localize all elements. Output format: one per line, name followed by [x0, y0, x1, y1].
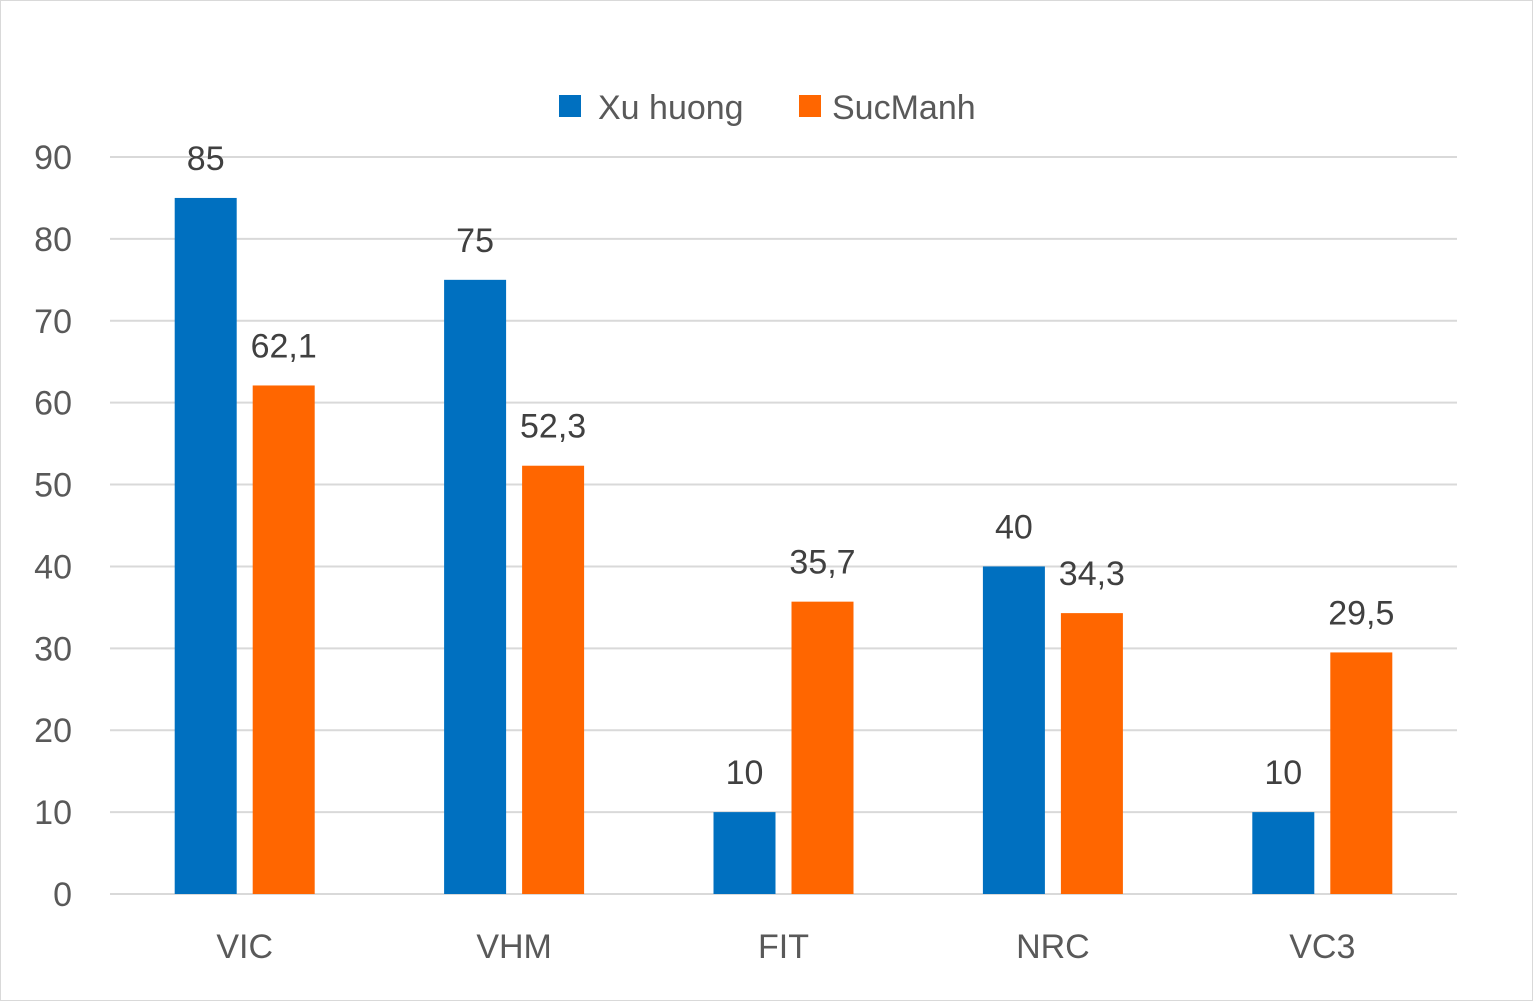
gridlines [110, 156, 1457, 895]
bar-xu-huong-nrc [982, 566, 1045, 894]
data-label-sucmanh-nrc: 34,3 [1059, 555, 1125, 593]
bar-sucmanh-fit [791, 601, 854, 894]
legend-swatch-xu-huong [559, 95, 581, 117]
bar-xu-huong-vhm [444, 279, 507, 894]
data-label-xu-huong-nrc: 40 [995, 508, 1033, 546]
x-tick-label-vc3: VC3 [1289, 928, 1355, 966]
y-tick-label-30: 30 [34, 630, 72, 668]
y-tick-label-20: 20 [34, 712, 72, 750]
y-tick-label-70: 70 [34, 303, 72, 341]
y-tick-label-0: 0 [53, 876, 72, 914]
bar-xu-huong-fit [713, 812, 776, 894]
data-label-sucmanh-vhm: 52,3 [520, 408, 586, 446]
data-label-xu-huong-vc3: 10 [1264, 754, 1302, 792]
data-label-xu-huong-fit: 10 [726, 754, 764, 792]
bar-sucmanh-vic [252, 385, 315, 894]
y-tick-label-60: 60 [34, 385, 72, 423]
x-tick-label-vic: VIC [216, 928, 273, 966]
data-label-sucmanh-vc3: 29,5 [1328, 594, 1394, 632]
bar-xu-huong-vc3 [1252, 812, 1315, 894]
x-tick-label-fit: FIT [758, 928, 809, 966]
y-tick-label-90: 90 [34, 139, 72, 177]
y-tick-label-80: 80 [34, 221, 72, 259]
data-label-xu-huong-vic: 85 [187, 140, 225, 178]
bar-sucmanh-vc3 [1330, 652, 1393, 894]
data-labels: 85 62,1 75 52,3 10 35,7 40 34,3 10 29,5 [187, 140, 1395, 792]
data-label-xu-huong-vhm: 75 [456, 222, 494, 260]
legend-label-xu-huong: Xu huong [598, 89, 744, 127]
bars [174, 197, 1393, 894]
bar-xu-huong-vic [174, 197, 237, 894]
y-tick-label-40: 40 [34, 548, 72, 586]
y-axis: 0 10 20 30 40 50 60 70 80 90 [34, 139, 72, 914]
x-tick-label-vhm: VHM [476, 928, 552, 966]
data-label-sucmanh-fit: 35,7 [789, 544, 855, 582]
legend-label-sucmanh: SucManh [832, 89, 976, 127]
legend: Xu huong SucManh [559, 89, 976, 127]
bar-sucmanh-vhm [522, 465, 585, 894]
x-axis: VIC VHM FIT NRC VC3 [216, 928, 1355, 966]
bar-sucmanh-nrc [1060, 613, 1123, 894]
legend-swatch-sucmanh [799, 95, 821, 117]
data-label-sucmanh-vic: 62,1 [251, 327, 317, 365]
x-tick-label-nrc: NRC [1016, 928, 1090, 966]
y-tick-label-50: 50 [34, 467, 72, 505]
y-tick-label-10: 10 [34, 794, 72, 832]
